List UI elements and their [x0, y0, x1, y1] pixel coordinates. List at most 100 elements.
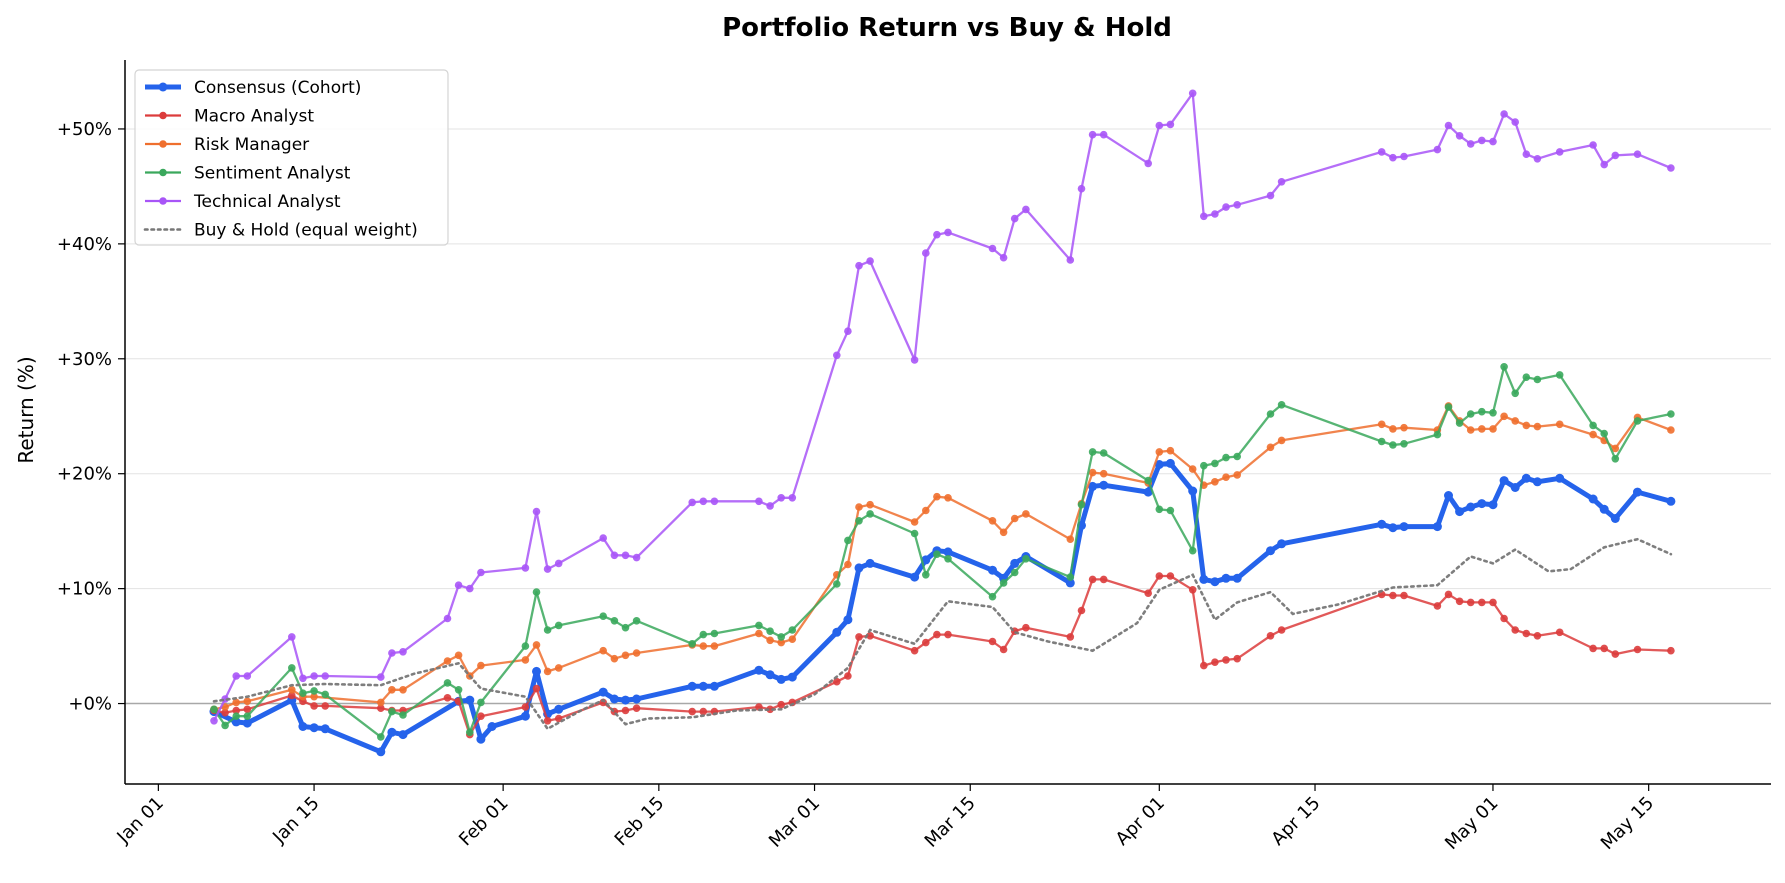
- data-point: [1399, 522, 1409, 532]
- data-point: [454, 581, 463, 589]
- data-point: [242, 718, 252, 728]
- data-point: [1511, 626, 1519, 634]
- data-point: [699, 642, 708, 650]
- data-point: [232, 712, 240, 720]
- data-point: [855, 633, 863, 641]
- data-point: [532, 641, 541, 649]
- data-point: [1611, 455, 1620, 463]
- y-tick-label: +50%: [57, 119, 112, 140]
- legend-label: Risk Manager: [194, 135, 309, 155]
- data-point: [632, 694, 642, 704]
- data-point: [776, 674, 786, 684]
- data-point: [632, 553, 641, 562]
- data-point: [1222, 473, 1230, 482]
- series-line: [213, 574, 1671, 736]
- data-point: [288, 664, 296, 672]
- data-point: [699, 707, 708, 716]
- data-point: [944, 494, 952, 502]
- data-point: [520, 711, 530, 721]
- data-point: [243, 712, 252, 720]
- data-point: [1155, 505, 1164, 514]
- data-point: [1077, 500, 1086, 509]
- legend-marker: [159, 111, 167, 120]
- data-point: [933, 492, 941, 501]
- data-point: [1266, 546, 1275, 556]
- data-point: [843, 615, 853, 625]
- data-point: [321, 672, 330, 680]
- y-axis-label: Return (%): [14, 356, 38, 463]
- data-point: [1277, 401, 1286, 409]
- data-point: [1233, 201, 1241, 209]
- data-point: [210, 717, 218, 725]
- data-point: [1077, 184, 1086, 193]
- data-point: [1489, 409, 1497, 417]
- data-point: [1600, 644, 1608, 653]
- data-point: [610, 654, 619, 663]
- data-point: [243, 705, 252, 714]
- data-point: [1099, 449, 1108, 457]
- legend-label: Consensus (Cohort): [194, 78, 361, 98]
- data-point: [388, 686, 396, 694]
- data-point: [1222, 656, 1230, 664]
- data-point: [398, 730, 408, 740]
- data-point: [320, 724, 330, 734]
- data-point: [1466, 140, 1475, 148]
- data-point: [1389, 591, 1397, 600]
- data-point: [443, 614, 452, 623]
- data-point: [243, 672, 252, 680]
- data-point: [487, 722, 497, 731]
- legend-label: Macro Analyst: [194, 107, 314, 127]
- data-point: [755, 621, 763, 630]
- data-point: [1166, 506, 1175, 515]
- legend-item-technical-analyst: Technical Analyst: [145, 192, 341, 212]
- data-point: [1377, 148, 1386, 156]
- data-point: [910, 518, 919, 526]
- data-point: [922, 571, 930, 579]
- data-point: [1555, 628, 1564, 637]
- data-point: [1188, 486, 1198, 496]
- data-point: [310, 672, 318, 680]
- data-point: [232, 706, 240, 715]
- data-point: [1433, 430, 1442, 439]
- data-point: [310, 702, 318, 710]
- data-point: [377, 704, 385, 712]
- data-point: [466, 584, 474, 593]
- data-point: [232, 672, 240, 680]
- data-point: [298, 722, 308, 731]
- data-point: [299, 674, 307, 683]
- data-point: [1222, 453, 1230, 462]
- data-point: [1466, 426, 1475, 434]
- data-point: [477, 661, 485, 670]
- data-point: [1477, 499, 1487, 509]
- data-point: [554, 559, 563, 568]
- data-point: [388, 649, 396, 657]
- data-point: [443, 657, 452, 665]
- data-point: [866, 500, 874, 509]
- data-point: [1066, 633, 1075, 641]
- data-point: [1633, 487, 1642, 497]
- y-tick-label: +20%: [57, 464, 112, 485]
- data-point: [1488, 500, 1498, 510]
- data-point: [465, 695, 475, 705]
- data-point: [855, 517, 863, 525]
- legend-marker: [159, 140, 167, 148]
- data-point: [443, 694, 452, 702]
- data-point: [1200, 212, 1208, 221]
- data-point: [632, 649, 641, 657]
- data-point: [1511, 118, 1519, 126]
- data-point: [1433, 145, 1442, 154]
- data-point: [1211, 478, 1219, 486]
- x-tick-label: Jan 01: [112, 793, 167, 848]
- data-point: [855, 503, 863, 511]
- data-point: [1389, 441, 1397, 449]
- data-point: [1099, 480, 1109, 490]
- data-point: [1200, 461, 1208, 470]
- legend-label: Buy & Hold (equal weight): [194, 221, 418, 241]
- data-point: [1600, 429, 1608, 438]
- data-point: [1400, 440, 1408, 448]
- data-point: [621, 651, 630, 660]
- data-point: [621, 695, 630, 705]
- x-tick-label: Apr 01: [1112, 793, 1169, 850]
- x-tick-label: May 01: [1441, 793, 1502, 854]
